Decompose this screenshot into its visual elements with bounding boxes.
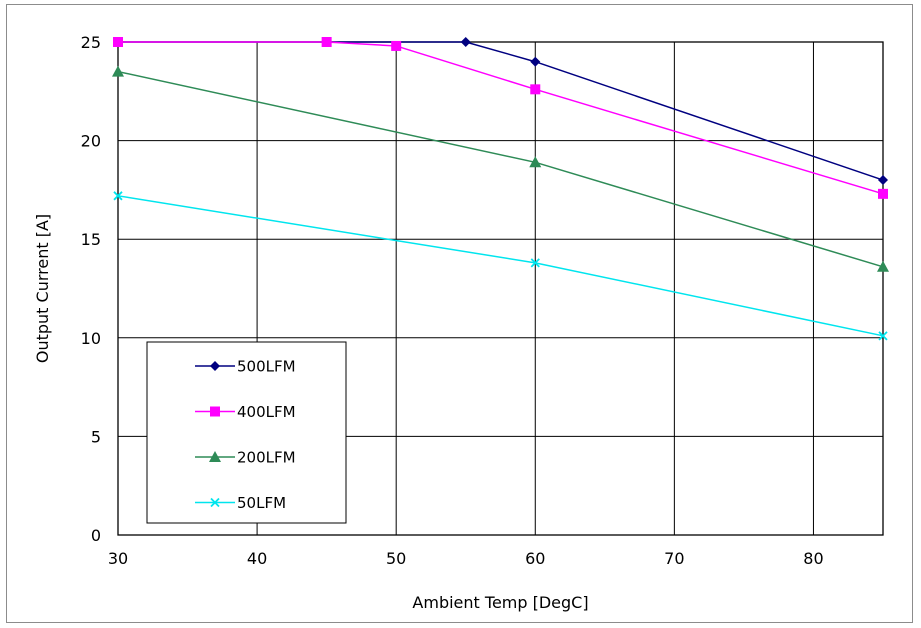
data-point-200lfm xyxy=(877,260,889,272)
y-tick-label: 5 xyxy=(91,427,101,446)
legend-item: 500LFM xyxy=(195,358,296,376)
legend-item: 50LFM xyxy=(195,494,286,512)
chart-container: 30 40 50 60 70 80 0 5 10 15 20 25 Ambient Temp [Deg… xyxy=(6,4,913,623)
x-tick-label: 70 xyxy=(664,549,684,568)
x-axis-title: Ambient Temp [DegC] xyxy=(412,593,588,612)
series-line-400lfm xyxy=(118,41,884,195)
y-tick-label: 0 xyxy=(91,526,101,545)
data-point-400lfm xyxy=(878,188,888,199)
legend-marker-500lfm xyxy=(210,361,220,371)
series-500lfm xyxy=(113,37,888,186)
plot-area xyxy=(117,41,884,536)
y-tick-label: 25 xyxy=(81,33,101,52)
data-point-50lfm xyxy=(878,331,888,341)
data-point-500lfm xyxy=(530,56,541,67)
series-400lfm xyxy=(113,37,888,199)
data-point-200lfm xyxy=(112,65,124,77)
chart-svg: 30 40 50 60 70 80 0 5 10 15 20 25 Ambient Temp [Deg… xyxy=(33,33,889,612)
legend-item: 400LFM xyxy=(195,403,296,421)
x-tick-label: 50 xyxy=(386,549,406,568)
series-layer xyxy=(112,37,889,341)
series-200lfm xyxy=(112,65,889,272)
y-axis-title: Output Current [A] xyxy=(33,214,52,363)
legend-label: 500LFM xyxy=(237,358,296,376)
legend-box xyxy=(146,341,347,524)
y-tick-label: 15 xyxy=(81,230,101,249)
data-point-500lfm xyxy=(460,37,471,47)
series-50lfm xyxy=(113,191,888,341)
data-point-200lfm xyxy=(529,156,542,168)
legend-label: 400LFM xyxy=(237,403,296,421)
legend-item: 200LFM xyxy=(195,449,296,467)
legend-marker-200lfm xyxy=(209,451,221,462)
data-point-500lfm xyxy=(878,175,888,186)
series-line-50lfm xyxy=(117,195,884,337)
data-point-400lfm xyxy=(113,37,123,47)
data-point-50lfm xyxy=(530,258,540,268)
legend-marker-50lfm xyxy=(210,497,220,508)
y-tick-label: 20 xyxy=(81,132,101,151)
x-tick-label: 30 xyxy=(108,549,128,568)
legend-label: 50LFM xyxy=(237,494,286,512)
data-point-400lfm xyxy=(530,84,541,95)
x-tick-label: 40 xyxy=(247,549,267,568)
data-point-400lfm xyxy=(391,40,402,51)
series-line-200lfm xyxy=(117,70,884,268)
legend: 500LFM 400LFM 200LFM 50LFM xyxy=(146,341,347,524)
data-point-400lfm xyxy=(321,37,332,47)
x-tick-label: 60 xyxy=(525,549,545,568)
y-tick-label: 10 xyxy=(81,329,101,348)
x-tick-label: 80 xyxy=(803,549,823,568)
legend-marker-400lfm xyxy=(210,406,220,417)
tick-label-layer: 30 40 50 60 70 80 0 5 10 15 20 25 xyxy=(81,33,824,568)
legend-label: 200LFM xyxy=(237,449,296,467)
data-point-50lfm xyxy=(113,191,123,201)
